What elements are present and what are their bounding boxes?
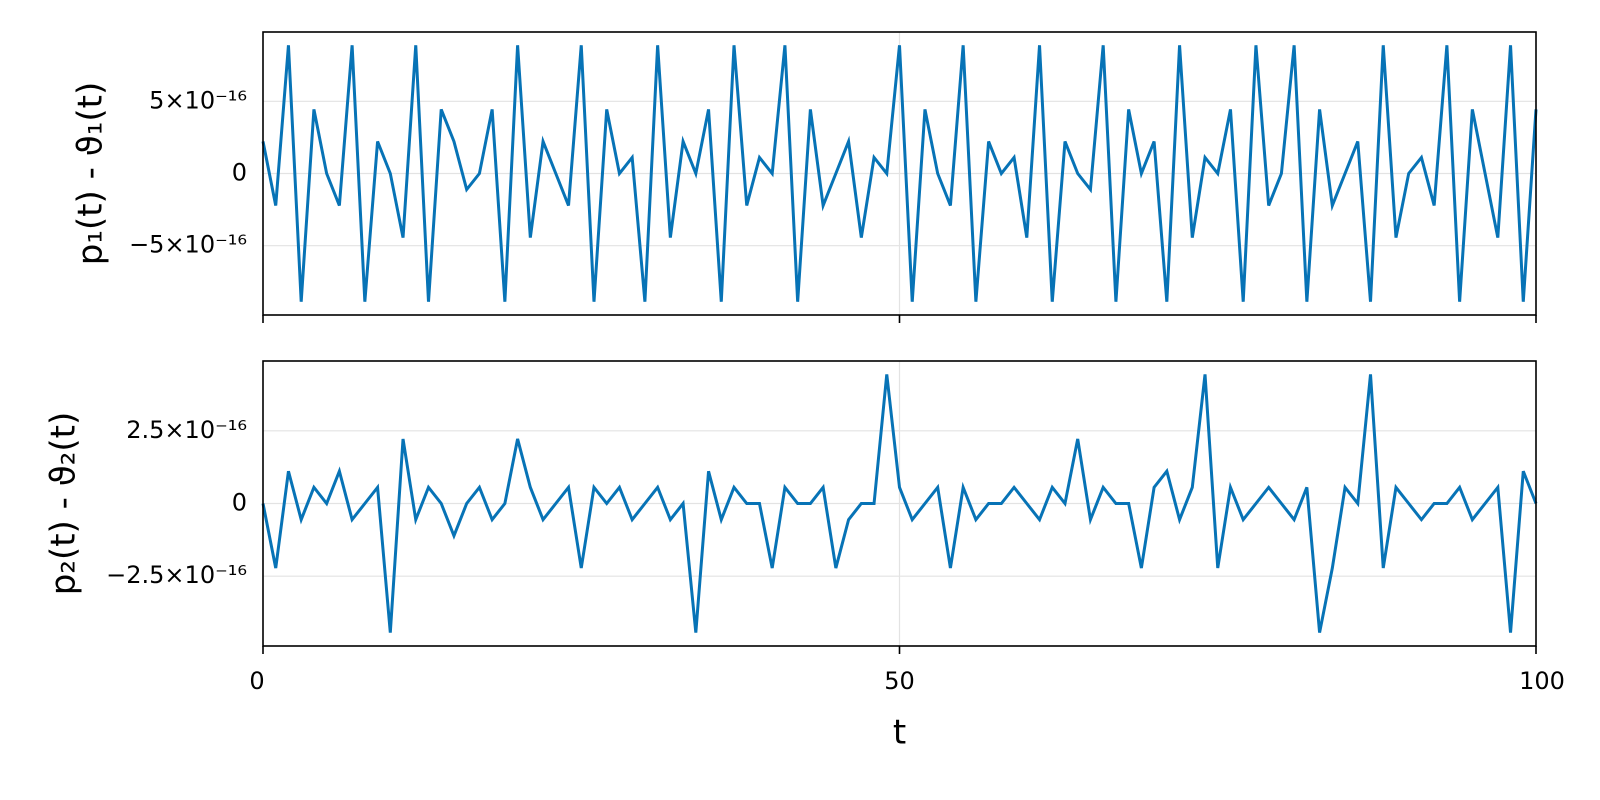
y-tick-label: 2.5×10⁻¹⁶ [126,416,247,444]
y-tick-label: −2.5×10⁻¹⁶ [106,561,247,589]
y-tick-label: 0 [232,489,247,517]
y-tick-label: 0 [232,159,247,187]
x-tick-label: 100 [1519,667,1565,695]
y-axis-label: p₂(t) - ϑ₂(t) [44,412,84,596]
x-axis-label: t [893,713,906,753]
y-axis-label: p₁(t) - ϑ₁(t) [71,82,111,266]
x-tick-label: 0 [249,667,264,695]
data-line [261,45,1538,302]
y-tick-label: −5×10⁻¹⁶ [129,231,247,259]
x-tick-label: 50 [884,667,915,695]
y-tick-label: 5×10⁻¹⁶ [149,86,247,114]
data-line [261,374,1538,633]
